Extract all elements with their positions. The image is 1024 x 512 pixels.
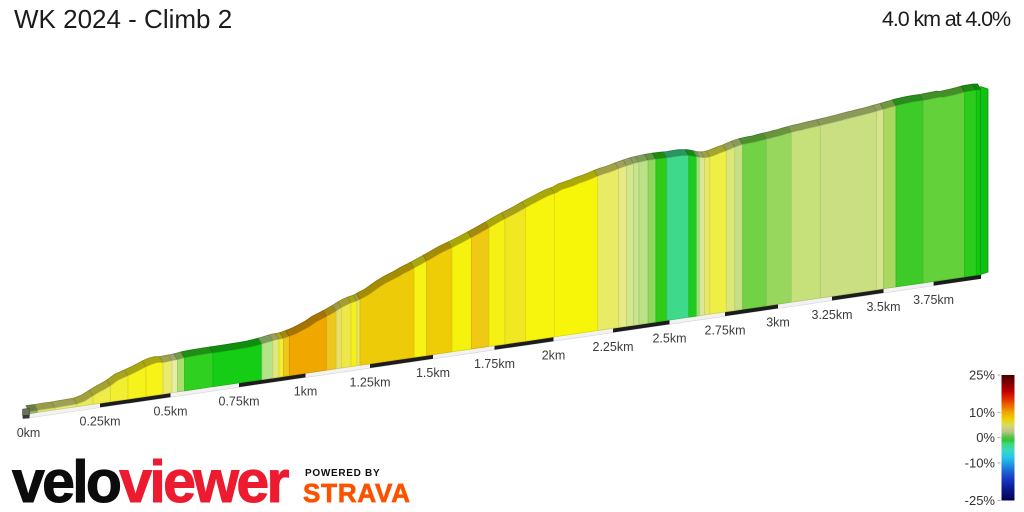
svg-text:3.75km: 3.75km <box>913 293 954 307</box>
svg-text:2.75km: 2.75km <box>705 323 746 337</box>
svg-text:3.25km: 3.25km <box>812 308 853 322</box>
svg-text:0km: 0km <box>17 426 41 440</box>
svg-text:2.5km: 2.5km <box>652 332 686 346</box>
svg-text:0%: 0% <box>976 430 995 445</box>
svg-text:1.5km: 1.5km <box>416 366 450 380</box>
svg-text:veloviewer: veloviewer <box>12 449 289 512</box>
svg-text:10%: 10% <box>969 405 995 420</box>
svg-text:0.75km: 0.75km <box>219 394 260 408</box>
svg-text:1.75km: 1.75km <box>474 357 515 371</box>
svg-text:0.5km: 0.5km <box>153 404 187 418</box>
svg-text:3km: 3km <box>766 316 790 330</box>
svg-text:1.25km: 1.25km <box>350 375 391 389</box>
svg-text:4.0 km at 4.0%: 4.0 km at 4.0% <box>882 7 1011 31</box>
svg-text:STRAVA: STRAVA <box>303 478 411 508</box>
svg-text:-25%: -25% <box>965 493 996 508</box>
svg-text:POWERED BY: POWERED BY <box>305 468 380 479</box>
svg-text:2km: 2km <box>542 349 566 363</box>
svg-text:-10%: -10% <box>965 455 996 470</box>
svg-text:1km: 1km <box>294 385 318 399</box>
svg-text:0.25km: 0.25km <box>80 415 121 429</box>
svg-text:2.25km: 2.25km <box>593 340 634 354</box>
svg-text:WK 2024 - Climb 2: WK 2024 - Climb 2 <box>14 4 232 34</box>
svg-text:3.5km: 3.5km <box>866 300 900 314</box>
svg-text:25%: 25% <box>969 368 995 383</box>
